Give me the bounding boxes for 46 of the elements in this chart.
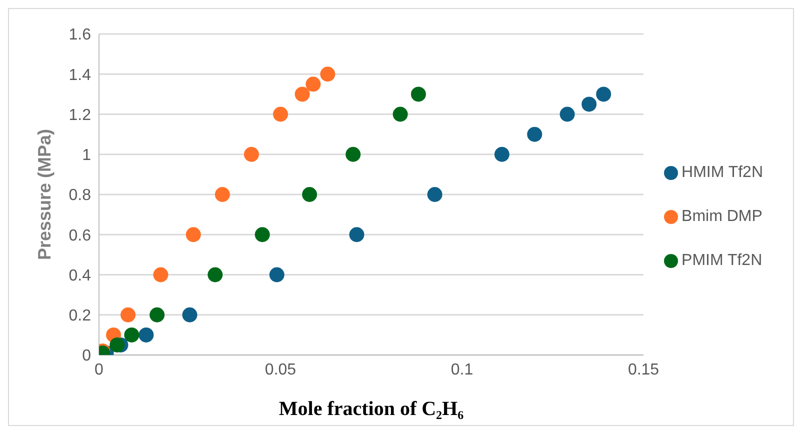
point [110, 337, 125, 352]
y-tick-label: 0.6 [68, 227, 92, 244]
point [153, 267, 168, 282]
y-tick-label: 1.6 [68, 26, 92, 44]
x-tick-label: 0.15 [628, 361, 660, 378]
y-tick-label: 1.4 [68, 66, 92, 84]
point [269, 267, 284, 282]
y-tick-label: 1.2 [68, 106, 92, 124]
x-tick-label: 0 [94, 361, 104, 378]
legend-label: PMIM Tf2N [682, 252, 762, 269]
x-tick-label: 0.05 [264, 361, 296, 378]
y-tick-label: 0.8 [68, 187, 92, 204]
legend-label: Bmim DMP [682, 208, 762, 225]
point [527, 126, 542, 142]
point [120, 307, 136, 322]
point [150, 307, 165, 322]
point [273, 106, 288, 122]
point [306, 76, 321, 92]
point [294, 86, 310, 102]
point [244, 146, 259, 162]
point [596, 86, 612, 102]
point [208, 267, 223, 282]
y-tick-label: 0.4 [68, 267, 92, 284]
y-axis-title: Pressure (MPa) [34, 128, 54, 260]
point [186, 227, 201, 242]
y-tick-label: 0 [82, 348, 92, 365]
point [214, 187, 230, 202]
y-tick-label: 1 [82, 147, 92, 164]
point [410, 86, 426, 102]
point [494, 146, 510, 162]
point [349, 227, 364, 242]
x-tick-label: 0.1 [450, 361, 474, 378]
x-axis-title: Mole fraction of C₂H₆ [278, 398, 464, 420]
point [320, 66, 336, 82]
point [392, 106, 408, 122]
point [302, 187, 318, 202]
point [346, 146, 361, 162]
point [560, 106, 575, 122]
legend-label: HMIM Tf2N [682, 164, 763, 181]
point [138, 327, 154, 342]
point [427, 187, 442, 202]
point [582, 96, 597, 112]
point [124, 327, 140, 342]
point [182, 307, 198, 322]
y-tick-label: 0.2 [68, 308, 92, 325]
point [254, 227, 270, 242]
